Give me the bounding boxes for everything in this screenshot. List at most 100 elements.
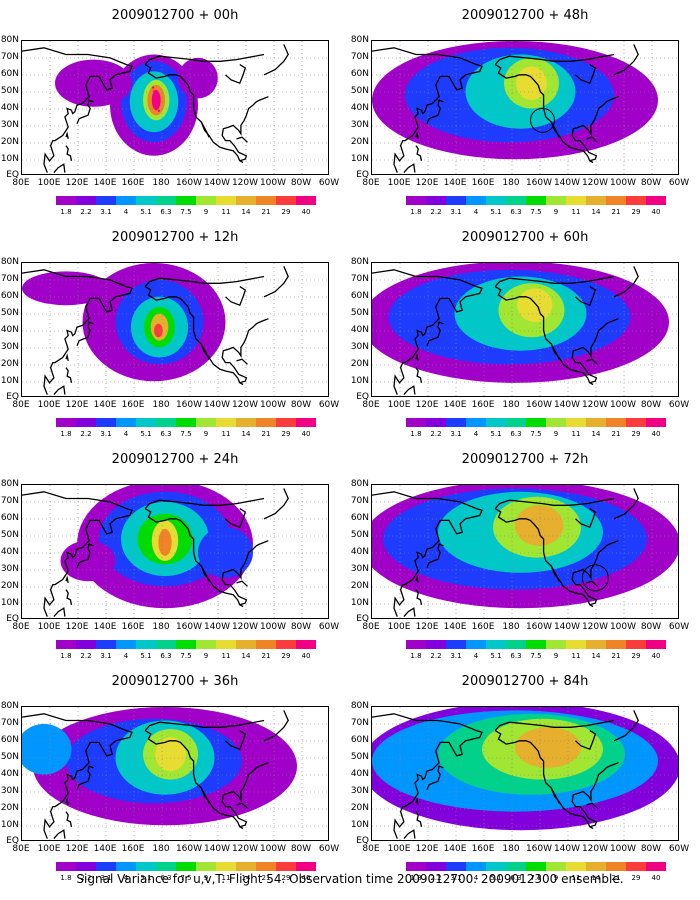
colorbar-swatch	[196, 862, 216, 871]
lon-label: 80W	[640, 178, 662, 188]
colorbar-swatch	[546, 640, 566, 649]
colorbar-swatch	[406, 640, 426, 649]
coastline	[415, 575, 419, 584]
lon-label: 180	[502, 400, 520, 410]
variance-contour	[178, 57, 218, 99]
colorbar-swatch	[426, 640, 446, 649]
colorbar-label: 14	[591, 430, 601, 438]
lon-label: 80E	[12, 622, 30, 632]
colorbar-swatch	[546, 418, 566, 427]
colorbar-label: 21	[611, 208, 621, 216]
lon-label: 120E	[415, 178, 439, 188]
lon-label: 100E	[37, 844, 61, 854]
coastline	[426, 99, 444, 124]
colorbar	[56, 640, 316, 649]
lat-label: 40N	[350, 325, 369, 335]
lat-label: 30N	[0, 120, 19, 130]
lon-label: 140W	[553, 622, 581, 632]
colorbar-label: 9	[203, 208, 209, 216]
lon-label: 160E	[121, 622, 145, 632]
lat-label: 40N	[0, 103, 19, 113]
colorbar-label: 9	[553, 430, 559, 438]
colorbar-swatch	[276, 418, 296, 427]
colorbar-label: 2.2	[80, 874, 92, 882]
lon-label: 120W	[231, 400, 259, 410]
variance-map	[21, 706, 329, 841]
colorbar-label: 6.3	[510, 430, 522, 438]
lat-label: 60N	[350, 291, 369, 301]
coastline	[575, 64, 597, 85]
lat-label: 70N	[350, 274, 369, 284]
lon-label: 180	[152, 622, 170, 632]
lon-label: 160W	[175, 844, 203, 854]
colorbar-label: 1.8	[410, 430, 422, 438]
colorbar-label: 6.3	[510, 874, 522, 882]
coastline	[221, 318, 269, 384]
coastline	[494, 497, 615, 510]
colorbar-swatch	[96, 418, 116, 427]
colorbar	[406, 418, 666, 427]
colorbar-swatch	[116, 196, 136, 205]
colorbar-swatch	[56, 418, 76, 427]
coastline	[144, 53, 265, 66]
colorbar-label: 4	[123, 208, 129, 216]
coastline	[236, 358, 248, 365]
lon-label: 80E	[362, 622, 380, 632]
panel-title: 2009012700 + 48h	[461, 8, 589, 23]
coastline	[571, 96, 619, 162]
lat-label: 80N	[0, 479, 19, 489]
lon-label: 120W	[231, 844, 259, 854]
colorbar-swatch	[156, 196, 176, 205]
map-panel: 2009012700 + 84h 80N 70N 60N 50N 40N 30N 20N 10N…	[350, 666, 700, 888]
colorbar-label: 2.2	[80, 652, 92, 660]
lon-label: 80W	[290, 178, 312, 188]
lon-label: 160E	[471, 400, 495, 410]
coastline	[403, 607, 416, 618]
coastline	[403, 163, 416, 174]
panel-title: 2009012700 + 84h	[461, 674, 589, 689]
lon-label: 160E	[121, 178, 145, 188]
coastline	[426, 543, 444, 568]
lat-label: 40N	[0, 547, 19, 557]
lat-label: 50N	[0, 86, 19, 96]
map-panel: 2009012700 + 36h 80N 70N 60N 50N 40N 30N 20N 10N…	[0, 666, 350, 888]
colorbar-label: 1.8	[410, 208, 422, 216]
colorbar-swatch	[236, 862, 256, 871]
lon-label: 100W	[259, 622, 287, 632]
coastline	[372, 713, 483, 839]
variance-map	[21, 40, 329, 175]
colorbar-swatch	[526, 418, 546, 427]
lat-label: 20N	[0, 359, 19, 369]
coastline	[76, 543, 94, 568]
lat-label: 50N	[350, 308, 369, 318]
colorbar-swatch	[606, 862, 626, 871]
lon-label: 140E	[93, 178, 117, 188]
colorbar-swatch	[626, 640, 646, 649]
lon-label: 100W	[259, 178, 287, 188]
lon-label: 140W	[553, 400, 581, 410]
variance-contour	[517, 288, 553, 323]
map-panel: 2009012700 + 48h 80N 70N 60N 50N 40N 30N 20N 10N…	[350, 0, 700, 222]
lat-label: EQ	[356, 170, 369, 180]
colorbar-label: 3.1	[100, 430, 112, 438]
colorbar-swatch	[406, 862, 426, 871]
colorbar-swatch	[486, 418, 506, 427]
colorbar-label: 3.1	[450, 874, 462, 882]
colorbar-swatch	[136, 862, 156, 871]
coastline	[575, 286, 597, 307]
colorbar-label: 7.5	[180, 652, 192, 660]
colorbar-swatch	[526, 640, 546, 649]
variance-contour	[158, 528, 172, 556]
colorbar-label: 3.1	[100, 874, 112, 882]
colorbar-swatch	[526, 196, 546, 205]
colorbar-swatch	[446, 418, 466, 427]
colorbar-label: 11	[221, 430, 231, 438]
colorbar-label: 29	[631, 208, 641, 216]
lon-label: 140E	[93, 400, 117, 410]
colorbar-label: 7.5	[180, 430, 192, 438]
colorbar-label: 9	[553, 652, 559, 660]
lat-label: 60N	[350, 69, 369, 79]
lon-label: 100E	[37, 622, 61, 632]
lat-label: 50N	[350, 530, 369, 540]
panel-title: 2009012700 + 24h	[111, 452, 239, 467]
